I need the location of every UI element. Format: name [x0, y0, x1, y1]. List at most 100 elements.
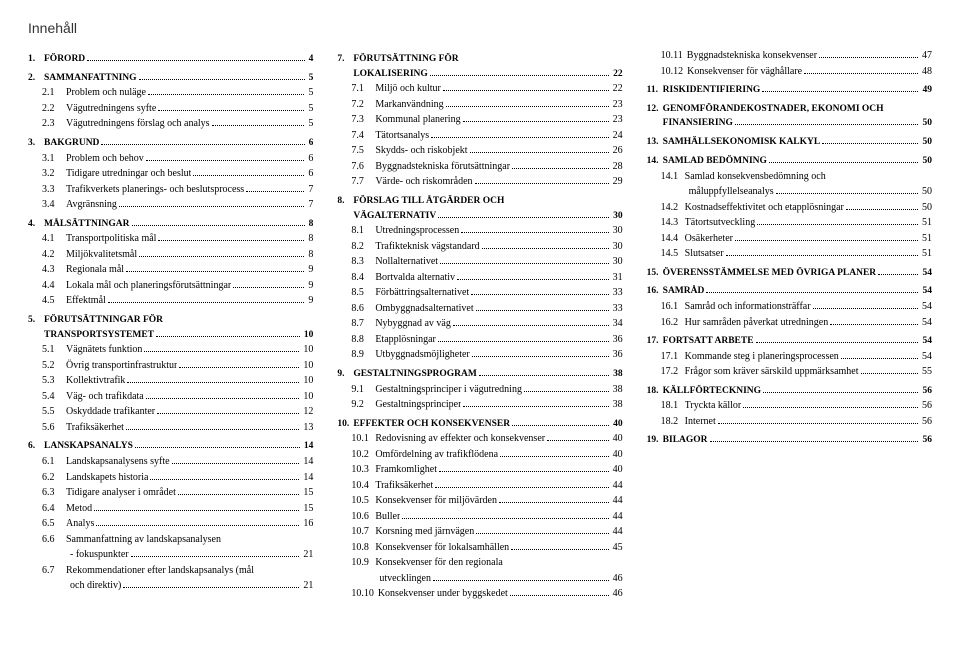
toc-dots: [706, 292, 918, 293]
toc-dots: [479, 375, 609, 376]
toc-entry-page: 22: [611, 81, 623, 97]
toc-entry-label: Landskapsanalysens syfte: [66, 454, 170, 470]
toc-entry-label: Byggnadstekniska förutsättningar: [375, 159, 510, 175]
toc-entry-number: 19.: [647, 433, 663, 448]
toc-dots: [726, 255, 918, 256]
toc-entry-label: Trafikteknisk vägstandard: [375, 239, 479, 255]
toc-entry: måluppfyllelseanalys50: [647, 184, 932, 200]
toc-entry-page: 8: [306, 231, 313, 247]
toc-entry-number: 14.: [647, 154, 663, 169]
toc-dots: [512, 425, 609, 426]
toc-entry-number: 9.1: [351, 382, 375, 398]
toc-dots: [510, 595, 609, 596]
toc-entry-page: 4: [307, 52, 314, 67]
toc-entry-page: 22: [611, 67, 623, 82]
toc-entry: 10.EFFEKTER OCH KONSEKVENSER40: [337, 417, 622, 432]
toc-entry-number: 6.5: [42, 516, 66, 532]
toc-dots: [123, 587, 299, 588]
toc-entry: 8.FÖRSLAG TILL ÅTGÄRDER OCH: [337, 194, 622, 209]
toc-entry: 4.3Regionala mål9: [28, 262, 313, 278]
toc-entry-page: 13: [301, 420, 313, 436]
toc-dots: [499, 502, 609, 503]
toc-entry: och direktiv)21: [28, 578, 313, 594]
toc-entry: 4.MÅLSÄTTNINGAR8: [28, 217, 313, 232]
toc-dots: [126, 429, 299, 430]
toc-entry: 3.BAKGRUND6: [28, 136, 313, 151]
toc-entry-page: 54: [920, 334, 932, 349]
toc-entry-page: 40: [611, 431, 623, 447]
toc-entry-label: Trafiksäkerhet: [66, 420, 124, 436]
toc-entry-page: 38: [611, 382, 623, 398]
toc-entry: 7.1Miljö och kultur22: [337, 81, 622, 97]
toc-entry: 4.1Transportpolitiska mål8: [28, 231, 313, 247]
toc-entry-label: Rekommendationer efter landskapsanalys (…: [66, 563, 254, 579]
toc-entry-page: 50: [920, 184, 932, 200]
toc-entry-page: 50: [920, 135, 932, 150]
toc-entry-number: 3.2: [42, 166, 66, 182]
toc-entry-number: 8.5: [351, 285, 375, 301]
toc-entry-page: 10: [302, 328, 314, 343]
toc-entry-page: 55: [920, 364, 932, 380]
toc-entry-page: 51: [920, 215, 932, 231]
toc-entry: 10.1Redovisning av effekter och konsekve…: [337, 431, 622, 447]
toc-entry-number: 7.6: [351, 159, 375, 175]
toc-entry-number: 18.2: [661, 414, 685, 430]
toc-entry-number: 5.3: [42, 373, 66, 389]
toc-entry-page: 51: [920, 246, 932, 262]
toc-entry-number: 3.1: [42, 151, 66, 167]
toc-entry: 7.5Skydds- och riskobjekt26: [337, 143, 622, 159]
toc-entry-number: 16.1: [661, 299, 685, 315]
toc-entry-page: 26: [611, 143, 623, 159]
toc-entry: 8.3Nollalternativet30: [337, 254, 622, 270]
toc-dots: [119, 206, 304, 207]
toc-entry-number: 3.3: [42, 182, 66, 198]
toc-entry-number: 14.4: [661, 231, 685, 247]
toc-entry-label: Gestaltningsprinciper: [375, 397, 461, 413]
toc-entry: 17.FORTSATT ARBETE54: [647, 334, 932, 349]
toc-entry: 6.LANSKAPSANALYS14: [28, 439, 313, 454]
toc-entry: 10.9Konsekvenser för den regionala: [337, 555, 622, 571]
toc-entry-number: 17.2: [661, 364, 685, 380]
toc-entry-number: 4.3: [42, 262, 66, 278]
toc-entry-page: 54: [920, 284, 932, 299]
toc-entry-page: 50: [920, 154, 932, 169]
toc-entry-number: 10.5: [351, 493, 375, 509]
toc-entry-page: 16: [301, 516, 313, 532]
toc-entry: 5.3Kollektivtrafik10: [28, 373, 313, 389]
toc-entry-page: 46: [611, 571, 623, 587]
toc-entry: 8.7Nybyggnad av väg34: [337, 316, 622, 332]
toc-entry: 10.12Konsekvenser för väghållare48: [647, 64, 932, 80]
toc-dots: [435, 487, 608, 488]
toc-entry: 10.5Konsekvenser för miljövärden44: [337, 493, 622, 509]
toc-entry-label: ÖVERENSSTÄMMELSE MED ÖVRIGA PLANER: [663, 266, 877, 281]
toc-entry: 4.4Lokala mål och planeringsförutsättnin…: [28, 278, 313, 294]
toc-entry-label: Regionala mål: [66, 262, 124, 278]
toc-entry-label: Konsekvenser under byggskedet: [378, 586, 508, 602]
toc-dots: [96, 525, 299, 526]
toc-dots: [440, 263, 609, 264]
toc-dots: [438, 341, 609, 342]
toc-dots: [178, 494, 299, 495]
toc-entry-number: 10.1: [351, 431, 375, 447]
toc-entry: 5.6Trafiksäkerhet13: [28, 420, 313, 436]
toc-entry-label: Väg- och trafikdata: [66, 389, 144, 405]
toc-dots: [472, 356, 609, 357]
toc-entry-page: 6: [306, 166, 313, 182]
toc-entry: 2.SAMMANFATTNING5: [28, 71, 313, 86]
toc-entry: 14.2Kostnadseffektivitet och etapplösnin…: [647, 200, 932, 216]
toc-entry-label: Transportpolitiska mål: [66, 231, 156, 247]
toc-entry-label: Problem och nuläge: [66, 85, 146, 101]
toc-entry-label: VÄGALTERNATIV: [353, 209, 436, 224]
toc-entry-page: 40: [611, 462, 623, 478]
toc-dots: [718, 423, 918, 424]
toc-dots: [212, 125, 305, 126]
toc-entry-label: LANSKAPSANALYS: [44, 439, 133, 454]
toc-dots: [461, 232, 608, 233]
toc-entry-page: 44: [611, 478, 623, 494]
toc-entry-page: 10: [301, 342, 313, 358]
toc-entry: 16.SAMRÅD54: [647, 284, 932, 299]
toc-dots: [144, 351, 299, 352]
toc-dots: [822, 143, 918, 144]
toc-entry-number: 7.1: [351, 81, 375, 97]
toc-entry-number: 4.5: [42, 293, 66, 309]
